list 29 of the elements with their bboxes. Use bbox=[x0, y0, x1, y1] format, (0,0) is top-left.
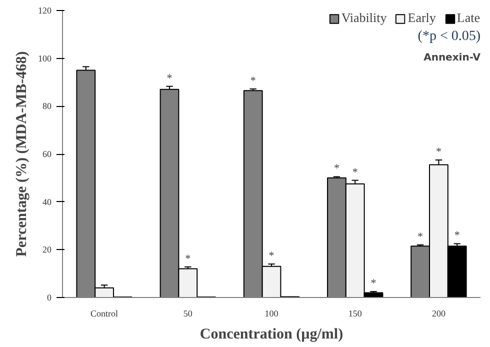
data-label: * bbox=[352, 166, 358, 178]
data-label: * bbox=[334, 162, 340, 175]
x-tick-label: Control bbox=[90, 308, 119, 318]
data-label: * bbox=[185, 252, 191, 265]
data-label: * bbox=[370, 278, 376, 290]
data-label: * bbox=[454, 230, 460, 242]
x-axis-title: Concentration (µg/ml) bbox=[200, 326, 344, 342]
x-tick-label: 50 bbox=[183, 308, 193, 318]
y-tick-label: 60 bbox=[42, 149, 52, 159]
x-tick-label: 150 bbox=[348, 308, 362, 318]
y-tick-label: 40 bbox=[42, 196, 52, 207]
data-label: * bbox=[166, 72, 172, 84]
annotation: Annexin-V bbox=[424, 52, 481, 64]
data-label: * bbox=[418, 230, 424, 243]
data-label: * bbox=[268, 250, 274, 262]
y-axis-title: Percentage (%) (MDA-MB-468) bbox=[14, 51, 30, 257]
data-label: * bbox=[250, 74, 256, 87]
legend-label: Early bbox=[408, 10, 436, 26]
y-tick-label: 80 bbox=[42, 101, 52, 112]
y-tick-label: 20 bbox=[42, 244, 52, 255]
y-tick-label: 120 bbox=[38, 6, 52, 16]
x-tick-label: 100 bbox=[264, 308, 279, 318]
y-tick-label: 0 bbox=[47, 292, 52, 302]
x-tick-label: 200 bbox=[432, 308, 446, 318]
legend-label: Viability bbox=[341, 10, 387, 26]
annotation: (*p < 0.05) bbox=[418, 28, 481, 44]
y-tick-label: 100 bbox=[38, 53, 52, 64]
data-label: * bbox=[436, 146, 442, 158]
legend-label: Late bbox=[456, 10, 480, 26]
